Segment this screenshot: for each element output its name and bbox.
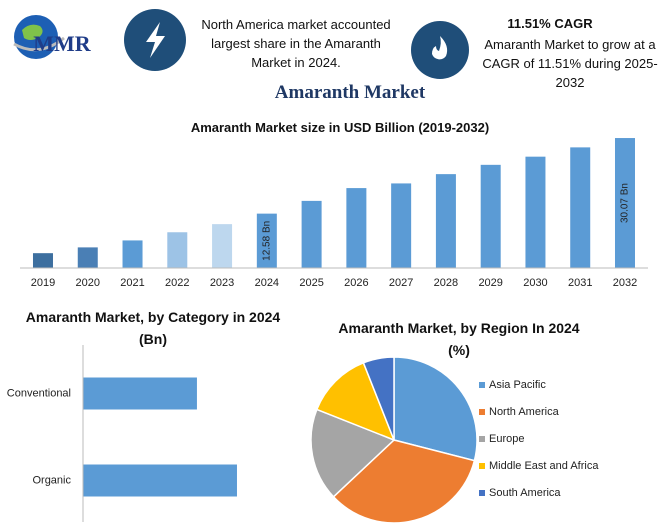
pie-slice (310, 408, 396, 498)
y-tick-label: Organic (32, 474, 71, 486)
pie-slice (315, 361, 396, 442)
legend-swatch (479, 490, 485, 496)
x-tick-label: 2028 (434, 277, 458, 289)
bar (83, 464, 237, 497)
value-label: 12.58 Bn (261, 221, 272, 261)
x-tick-label: 2025 (299, 277, 323, 289)
x-tick-label: 2021 (120, 277, 144, 289)
pie-slice (332, 439, 476, 524)
info-title: 11.51% CAGR (507, 16, 593, 31)
bar (77, 247, 98, 268)
value-label: 30.07 Bn (620, 183, 631, 223)
bar (480, 164, 501, 268)
legend-label: Middle East and Africa (489, 460, 599, 472)
chart-title: Amaranth Market, by Region In 2024 (%) (338, 320, 580, 358)
bar (614, 138, 635, 268)
bar (346, 188, 367, 268)
bar (525, 156, 546, 268)
x-tick-label: 2027 (389, 277, 413, 289)
x-tick-label: 2020 (76, 277, 100, 289)
x-tick-label: 2022 (165, 277, 189, 289)
logo: MMR (13, 15, 92, 59)
bar (32, 253, 53, 268)
legend-swatch (479, 382, 485, 388)
x-tick-label: 2023 (210, 277, 234, 289)
legend-label: South America (489, 487, 561, 499)
bar (256, 213, 277, 268)
legend-swatch (479, 436, 485, 442)
main-title: Amaranth Market (274, 82, 426, 103)
chart-title: Amaranth Market size in USD Billion (201… (190, 120, 490, 135)
legend-label: Asia Pacific (489, 379, 546, 391)
chart-title: Amaranth Market, by Category in 2024 (Bn… (25, 309, 281, 347)
bar (167, 232, 188, 268)
pie-slice (393, 356, 478, 462)
logo-text: MMR (33, 31, 92, 56)
bar (212, 224, 233, 268)
x-tick-label: 2026 (344, 277, 368, 289)
pie-slice (362, 356, 395, 441)
x-tick-label: 2032 (613, 277, 637, 289)
info-text: Amaranth Market to grow at a CAGR of 11.… (482, 37, 658, 90)
bar (570, 147, 591, 268)
y-tick-label: Conventional (7, 387, 71, 399)
bar (122, 240, 143, 268)
bar (301, 200, 322, 268)
icon (146, 22, 165, 58)
x-tick-label: 2024 (255, 277, 279, 289)
icon (432, 36, 448, 60)
bar (391, 183, 412, 268)
legend-swatch (479, 463, 485, 469)
legend-label: North America (489, 406, 560, 418)
legend-label: Europe (489, 433, 524, 445)
bar (435, 174, 456, 268)
x-tick-label: 2029 (478, 277, 502, 289)
x-tick-label: 2031 (568, 277, 592, 289)
info-text: North America market accounted largest s… (201, 17, 391, 70)
legend-swatch (479, 409, 485, 415)
bar (83, 377, 197, 410)
x-tick-label: 2019 (31, 277, 55, 289)
x-tick-label: 2030 (523, 277, 547, 289)
